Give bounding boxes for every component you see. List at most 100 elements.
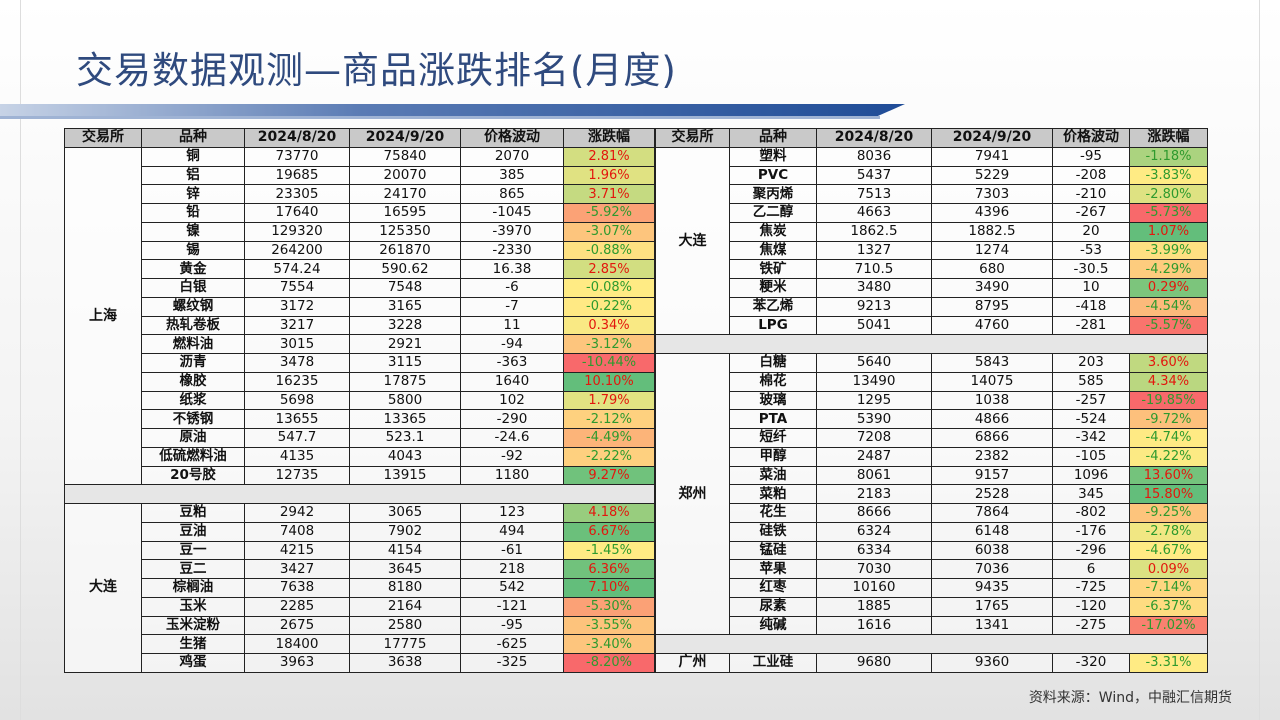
table-row: 尿素 1885 1765 -120 -6.37% (656, 596, 1208, 617)
commodity-cell: PTA (729, 409, 817, 429)
commodity-cell: 豆二 (141, 559, 245, 579)
price-end-cell: 1274 (931, 240, 1053, 261)
table-row: 黄金 574.24 590.62 16.38 2.85% (65, 259, 655, 279)
exchange-cell: 郑州 (655, 352, 730, 636)
price-end-cell: 2921 (349, 334, 461, 354)
pct-change-cell: -3.07% (563, 221, 655, 242)
pct-change-cell: -4.74% (1129, 428, 1208, 448)
price-change-cell: -2330 (460, 240, 564, 261)
pct-change-cell: -2.12% (563, 409, 655, 429)
table-row: 不锈钢 13655 13365 -290 -2.12% (65, 409, 655, 429)
price-end-cell: 7902 (349, 521, 461, 542)
price-start-cell: 264200 (244, 240, 350, 261)
pct-change-cell: -2.22% (563, 446, 655, 467)
price-change-cell: -121 (460, 596, 564, 617)
price-change-cell: -24.6 (460, 428, 564, 448)
pct-change-cell: 2.85% (563, 259, 655, 279)
commodity-cell: 苹果 (729, 559, 817, 579)
price-start-cell: 8061 (816, 465, 932, 486)
price-change-cell: -7 (460, 296, 564, 317)
price-change-cell: 20 (1052, 221, 1130, 242)
table-row: 铅 17640 16595 -1045 -5.92% (65, 203, 655, 223)
table-row: 低硫燃料油 4135 4043 -92 -2.22% (65, 446, 655, 467)
price-end-cell: 3645 (349, 559, 461, 579)
column-header: 2024/8/20 (816, 128, 932, 148)
title-underline-bar (0, 104, 905, 116)
pct-change-cell: -3.99% (1129, 240, 1208, 261)
commodity-cell: 菜粕 (729, 484, 817, 504)
table-row: 螺纹钢 3172 3165 -7 -0.22% (65, 296, 655, 317)
price-end-cell: 4154 (349, 540, 461, 561)
commodity-cell: 玉米淀粉 (141, 615, 245, 636)
commodity-cell: PVC (729, 165, 817, 186)
table-row: 玻璃 1295 1038 -257 -19.85% (656, 390, 1208, 411)
pct-change-cell: 9.27% (563, 465, 655, 486)
price-end-cell: 3638 (349, 653, 461, 673)
price-start-cell: 3015 (244, 334, 350, 354)
table-row: 乙二醇 4663 4396 -267 -5.73% (656, 203, 1208, 223)
commodity-cell: 铁矿 (729, 259, 817, 279)
commodity-cell: 20号胶 (141, 465, 245, 486)
commodity-cell: 塑料 (729, 146, 817, 167)
price-change-cell: 494 (460, 521, 564, 542)
price-change-cell: -208 (1052, 165, 1130, 186)
exchange-cell: 大连 (655, 146, 730, 336)
price-change-cell: 218 (460, 559, 564, 579)
price-end-cell: 8795 (931, 296, 1053, 317)
pct-change-cell: -1.18% (1129, 146, 1208, 167)
price-change-cell: 385 (460, 165, 564, 186)
price-end-cell: 6866 (931, 428, 1053, 448)
commodity-cell: 铜 (141, 146, 245, 167)
price-change-cell: 865 (460, 184, 564, 204)
price-end-cell: 2164 (349, 596, 461, 617)
price-change-cell: -275 (1052, 615, 1130, 636)
price-end-cell: 5229 (931, 165, 1053, 186)
price-end-cell: 1341 (931, 615, 1053, 636)
commodity-cell: 粳米 (729, 278, 817, 298)
column-header: 2024/9/20 (931, 128, 1053, 148)
price-start-cell: 23305 (244, 184, 350, 204)
pct-change-cell: -4.29% (1129, 259, 1208, 279)
price-end-cell: 3490 (931, 278, 1053, 298)
price-change-cell: -1045 (460, 203, 564, 223)
price-change-cell: -625 (460, 634, 564, 654)
table-row: 硅铁 6324 6148 -176 -2.78% (656, 521, 1208, 542)
pct-change-cell: -3.12% (563, 334, 655, 354)
price-change-cell: 11 (460, 315, 564, 336)
pct-change-cell: 7.10% (563, 578, 655, 598)
price-change-cell: 10 (1052, 278, 1130, 298)
table-row: 甲醇 2487 2382 -105 -4.22% (656, 446, 1208, 467)
pct-change-cell: -17.02% (1129, 615, 1208, 636)
pct-change-cell: 4.18% (563, 503, 655, 523)
table-row: 花生 8666 7864 -802 -9.25% (656, 503, 1208, 523)
price-start-cell: 8036 (816, 146, 932, 167)
table-row: 玉米 2285 2164 -121 -5.30% (65, 596, 655, 617)
pct-change-cell: 0.34% (563, 315, 655, 336)
table-row: 玉米淀粉 2675 2580 -95 -3.55% (65, 615, 655, 636)
exchange-cell: 上海 (64, 146, 142, 486)
price-change-cell: -6 (460, 278, 564, 298)
price-change-cell: -3970 (460, 221, 564, 242)
commodity-cell: 玉米 (141, 596, 245, 617)
pct-change-cell: -6.37% (1129, 596, 1208, 617)
price-start-cell: 129320 (244, 221, 350, 242)
price-change-cell: 1180 (460, 465, 564, 486)
price-end-cell: 1765 (931, 596, 1053, 617)
price-change-cell: -267 (1052, 203, 1130, 223)
commodity-cell: 聚丙烯 (729, 184, 817, 204)
price-start-cell: 13490 (816, 371, 932, 392)
price-end-cell: 24170 (349, 184, 461, 204)
ranking-table-right: 交易所 品种 2024/8/20 2024/9/20 价格波动 涨跌幅 大连 塑料 8036 7… (655, 128, 1208, 673)
price-end-cell: 523.1 (349, 428, 461, 448)
pct-change-cell: -4.54% (1129, 296, 1208, 317)
table-row: 豆二 3427 3645 218 6.36% (65, 559, 655, 579)
table-row: 锰硅 6334 6038 -296 -4.67% (656, 540, 1208, 561)
price-start-cell: 574.24 (244, 259, 350, 279)
price-start-cell: 1327 (816, 240, 932, 261)
commodity-cell: 锰硅 (729, 540, 817, 561)
price-start-cell: 1885 (816, 596, 932, 617)
price-start-cell: 17640 (244, 203, 350, 223)
price-start-cell: 3963 (244, 653, 350, 673)
price-change-cell: -725 (1052, 578, 1130, 598)
table-row: 锡 264200 261870 -2330 -0.88% (65, 240, 655, 261)
